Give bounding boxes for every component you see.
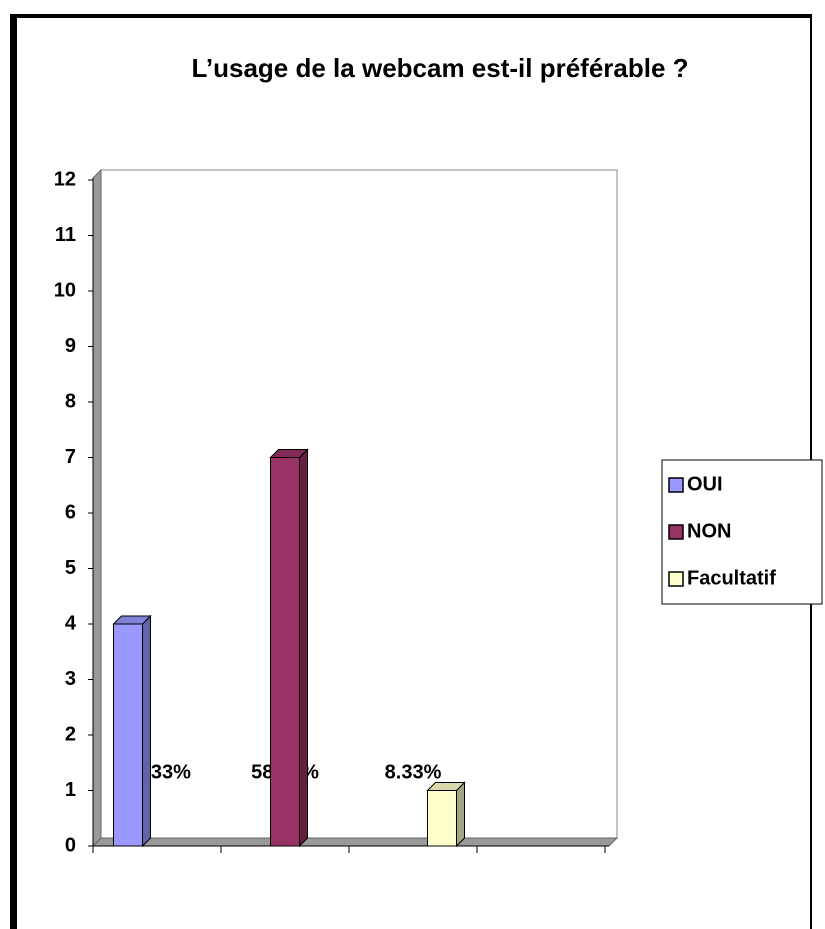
y-tick-label: 9 xyxy=(65,335,76,357)
legend-label: Facultatif xyxy=(687,567,776,589)
frame-left xyxy=(10,14,17,929)
bar xyxy=(427,790,457,847)
chart-title: L’usage de la webcam est-il préférable ? xyxy=(191,53,688,83)
bar-side xyxy=(456,781,465,848)
back-wall xyxy=(100,169,618,839)
floor xyxy=(91,837,619,847)
y-tick-label: 11 xyxy=(55,224,76,246)
y-tick-label: 3 xyxy=(65,668,76,690)
y-tick-label: 4 xyxy=(65,612,77,634)
y-tick-label: 2 xyxy=(65,723,76,745)
bar-side xyxy=(299,448,308,848)
legend-label: OUI xyxy=(687,473,723,495)
y-tick-label: 6 xyxy=(65,501,76,523)
legend-swatch xyxy=(668,524,684,540)
bar xyxy=(113,623,143,847)
y-tick-label: 8 xyxy=(65,390,76,412)
y-tick-label: 1 xyxy=(65,779,76,801)
legend-box xyxy=(661,459,823,605)
legend-swatch xyxy=(668,571,684,587)
x-tick-label: 8.33% xyxy=(385,761,442,783)
y-tick-label: 0 xyxy=(65,834,76,856)
legend-label: NON xyxy=(687,520,731,542)
legend-swatch xyxy=(668,477,684,493)
y-tick-label: 10 xyxy=(54,279,76,301)
frame-top xyxy=(10,14,812,18)
bar-side xyxy=(142,614,151,848)
bar xyxy=(270,457,300,847)
y-tick-label: 7 xyxy=(65,446,76,468)
side-wall xyxy=(92,168,102,848)
y-tick-label: 5 xyxy=(65,557,76,579)
y-tick-label: 12 xyxy=(54,168,76,190)
